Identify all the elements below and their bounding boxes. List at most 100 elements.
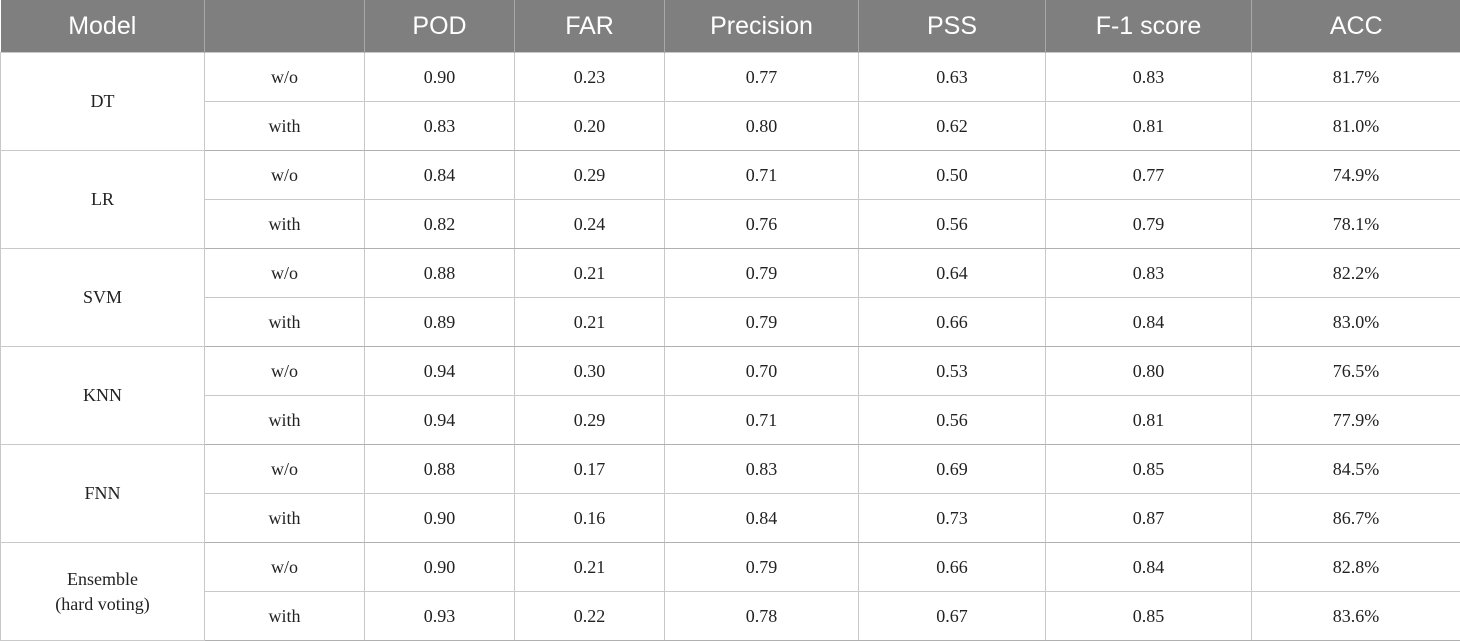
model-name-cell: LR <box>1 151 205 249</box>
model-name-cell: FNN <box>1 445 205 543</box>
acc-cell: 82.2% <box>1252 249 1460 298</box>
acc-cell: 74.9% <box>1252 151 1460 200</box>
header-precision: Precision <box>665 0 859 53</box>
condition-cell: w/o <box>205 543 365 592</box>
acc-cell: 81.7% <box>1252 53 1460 102</box>
f1-score-cell: 0.80 <box>1046 347 1252 396</box>
header-model: Model <box>1 0 205 53</box>
acc-cell: 81.0% <box>1252 102 1460 151</box>
pod-cell: 0.93 <box>365 592 515 641</box>
f1-score-cell: 0.84 <box>1046 298 1252 347</box>
pod-cell: 0.90 <box>365 543 515 592</box>
precision-cell: 0.70 <box>665 347 859 396</box>
model-name-cell: Ensemble(hard voting) <box>1 543 205 641</box>
f1-score-cell: 0.81 <box>1046 102 1252 151</box>
precision-cell: 0.77 <box>665 53 859 102</box>
header-pod: POD <box>365 0 515 53</box>
pss-cell: 0.67 <box>859 592 1046 641</box>
far-cell: 0.22 <box>515 592 665 641</box>
precision-cell: 0.79 <box>665 543 859 592</box>
far-cell: 0.21 <box>515 249 665 298</box>
pss-cell: 0.64 <box>859 249 1046 298</box>
pss-cell: 0.66 <box>859 543 1046 592</box>
precision-cell: 0.71 <box>665 396 859 445</box>
precision-cell: 0.78 <box>665 592 859 641</box>
pss-cell: 0.66 <box>859 298 1046 347</box>
model-name-cell: DT <box>1 53 205 151</box>
far-cell: 0.29 <box>515 396 665 445</box>
condition-cell: w/o <box>205 249 365 298</box>
condition-cell: w/o <box>205 151 365 200</box>
far-cell: 0.30 <box>515 347 665 396</box>
pss-cell: 0.73 <box>859 494 1046 543</box>
acc-cell: 78.1% <box>1252 200 1460 249</box>
condition-cell: with <box>205 396 365 445</box>
condition-cell: with <box>205 102 365 151</box>
pss-cell: 0.50 <box>859 151 1046 200</box>
f1-score-cell: 0.84 <box>1046 543 1252 592</box>
pod-cell: 0.88 <box>365 249 515 298</box>
condition-cell: with <box>205 298 365 347</box>
acc-cell: 76.5% <box>1252 347 1460 396</box>
pod-cell: 0.82 <box>365 200 515 249</box>
pod-cell: 0.90 <box>365 53 515 102</box>
precision-cell: 0.80 <box>665 102 859 151</box>
far-cell: 0.24 <box>515 200 665 249</box>
pod-cell: 0.83 <box>365 102 515 151</box>
acc-cell: 82.8% <box>1252 543 1460 592</box>
header-condition <box>205 0 365 53</box>
f1-score-cell: 0.85 <box>1046 445 1252 494</box>
far-cell: 0.29 <box>515 151 665 200</box>
pod-cell: 0.84 <box>365 151 515 200</box>
header-pss: PSS <box>859 0 1046 53</box>
precision-cell: 0.76 <box>665 200 859 249</box>
pss-cell: 0.63 <box>859 53 1046 102</box>
model-name-cell: KNN <box>1 347 205 445</box>
condition-cell: with <box>205 592 365 641</box>
condition-cell: w/o <box>205 53 365 102</box>
far-cell: 0.16 <box>515 494 665 543</box>
table-header: Model POD FAR Precision PSS F-1 score AC… <box>1 0 1460 53</box>
header-row: Model POD FAR Precision PSS F-1 score AC… <box>1 0 1460 53</box>
f1-score-cell: 0.77 <box>1046 151 1252 200</box>
precision-cell: 0.84 <box>665 494 859 543</box>
f1-score-cell: 0.87 <box>1046 494 1252 543</box>
far-cell: 0.20 <box>515 102 665 151</box>
far-cell: 0.23 <box>515 53 665 102</box>
pss-cell: 0.62 <box>859 102 1046 151</box>
far-cell: 0.21 <box>515 298 665 347</box>
f1-score-cell: 0.83 <box>1046 249 1252 298</box>
pss-cell: 0.69 <box>859 445 1046 494</box>
f1-score-cell: 0.79 <box>1046 200 1252 249</box>
model-name-cell: SVM <box>1 249 205 347</box>
pss-cell: 0.56 <box>859 396 1046 445</box>
model-name-line: Ensemble <box>1 567 204 592</box>
condition-cell: with <box>205 200 365 249</box>
header-acc: ACC <box>1252 0 1460 53</box>
condition-cell: with <box>205 494 365 543</box>
f1-score-cell: 0.81 <box>1046 396 1252 445</box>
precision-cell: 0.79 <box>665 249 859 298</box>
pod-cell: 0.94 <box>365 396 515 445</box>
acc-cell: 84.5% <box>1252 445 1460 494</box>
model-name-line: (hard voting) <box>1 592 204 617</box>
far-cell: 0.17 <box>515 445 665 494</box>
precision-cell: 0.83 <box>665 445 859 494</box>
pod-cell: 0.89 <box>365 298 515 347</box>
acc-cell: 86.7% <box>1252 494 1460 543</box>
pss-cell: 0.56 <box>859 200 1046 249</box>
f1-score-cell: 0.83 <box>1046 53 1252 102</box>
far-cell: 0.21 <box>515 543 665 592</box>
header-far: FAR <box>515 0 665 53</box>
pod-cell: 0.94 <box>365 347 515 396</box>
